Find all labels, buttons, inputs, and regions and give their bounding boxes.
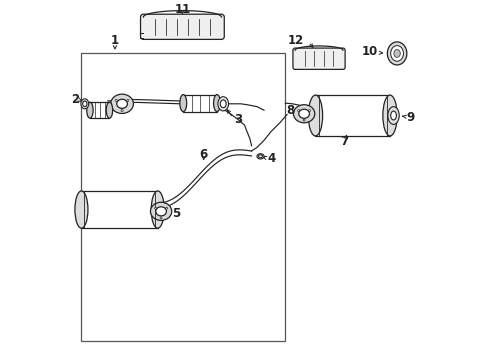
Text: 3: 3 xyxy=(233,113,242,126)
Ellipse shape xyxy=(390,111,396,120)
FancyBboxPatch shape xyxy=(140,14,224,39)
Ellipse shape xyxy=(213,95,220,112)
Ellipse shape xyxy=(303,119,305,121)
Ellipse shape xyxy=(82,101,87,107)
Ellipse shape xyxy=(180,95,186,112)
Bar xyxy=(81,53,285,341)
Bar xyxy=(315,95,389,136)
Text: 2: 2 xyxy=(71,93,80,106)
Ellipse shape xyxy=(75,191,88,228)
Ellipse shape xyxy=(115,99,117,102)
Ellipse shape xyxy=(393,50,400,57)
Text: 1: 1 xyxy=(111,35,119,48)
Ellipse shape xyxy=(308,95,322,136)
Ellipse shape xyxy=(165,207,167,209)
Bar xyxy=(81,191,158,228)
Ellipse shape xyxy=(293,105,314,123)
Text: 8: 8 xyxy=(285,104,294,117)
Text: 9: 9 xyxy=(405,111,413,124)
Ellipse shape xyxy=(218,97,228,111)
Text: 10: 10 xyxy=(361,45,377,58)
Text: 4: 4 xyxy=(267,152,275,165)
Ellipse shape xyxy=(127,99,129,102)
Bar xyxy=(90,102,109,118)
Ellipse shape xyxy=(256,154,264,159)
Text: 7: 7 xyxy=(339,135,347,148)
Ellipse shape xyxy=(386,42,406,65)
Ellipse shape xyxy=(81,99,88,109)
Text: 6: 6 xyxy=(199,148,207,161)
Ellipse shape xyxy=(151,191,164,228)
FancyBboxPatch shape xyxy=(292,48,345,69)
Ellipse shape xyxy=(160,217,162,219)
Ellipse shape xyxy=(297,109,299,112)
Ellipse shape xyxy=(220,100,225,108)
Text: 5: 5 xyxy=(171,207,180,220)
Ellipse shape xyxy=(154,207,156,209)
Ellipse shape xyxy=(110,94,133,113)
Ellipse shape xyxy=(156,207,166,216)
Text: 12: 12 xyxy=(287,35,304,48)
Ellipse shape xyxy=(117,99,127,108)
Ellipse shape xyxy=(121,109,123,112)
Ellipse shape xyxy=(382,95,396,136)
Ellipse shape xyxy=(106,102,112,118)
Ellipse shape xyxy=(298,109,309,118)
Text: 11: 11 xyxy=(174,3,190,15)
Ellipse shape xyxy=(86,102,93,118)
Bar xyxy=(183,95,217,112)
Ellipse shape xyxy=(150,202,171,220)
Ellipse shape xyxy=(387,107,398,125)
Ellipse shape xyxy=(258,155,262,158)
Ellipse shape xyxy=(390,46,403,61)
Ellipse shape xyxy=(308,109,310,112)
